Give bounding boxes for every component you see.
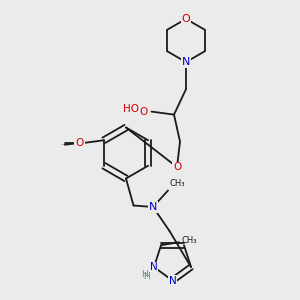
Text: O: O [173, 162, 181, 172]
Text: N: N [169, 275, 176, 286]
Text: O: O [182, 14, 190, 24]
Text: O: O [76, 138, 84, 148]
Text: H: H [128, 105, 136, 115]
Text: HO: HO [123, 103, 139, 114]
Text: N: N [150, 262, 158, 272]
Text: N: N [149, 202, 157, 212]
Text: N: N [182, 57, 190, 67]
Text: methoxy: methoxy [62, 143, 68, 145]
Text: CH₃: CH₃ [181, 236, 196, 245]
Text: O: O [140, 106, 148, 117]
Text: H: H [142, 270, 148, 279]
Text: O: O [75, 138, 83, 148]
Text: N: N [182, 57, 190, 67]
Text: N: N [150, 262, 158, 272]
Text: H: H [143, 272, 150, 280]
Text: N: N [169, 275, 176, 286]
Text: CH₃: CH₃ [169, 178, 185, 188]
Text: N: N [149, 202, 157, 212]
Text: O: O [182, 14, 190, 24]
